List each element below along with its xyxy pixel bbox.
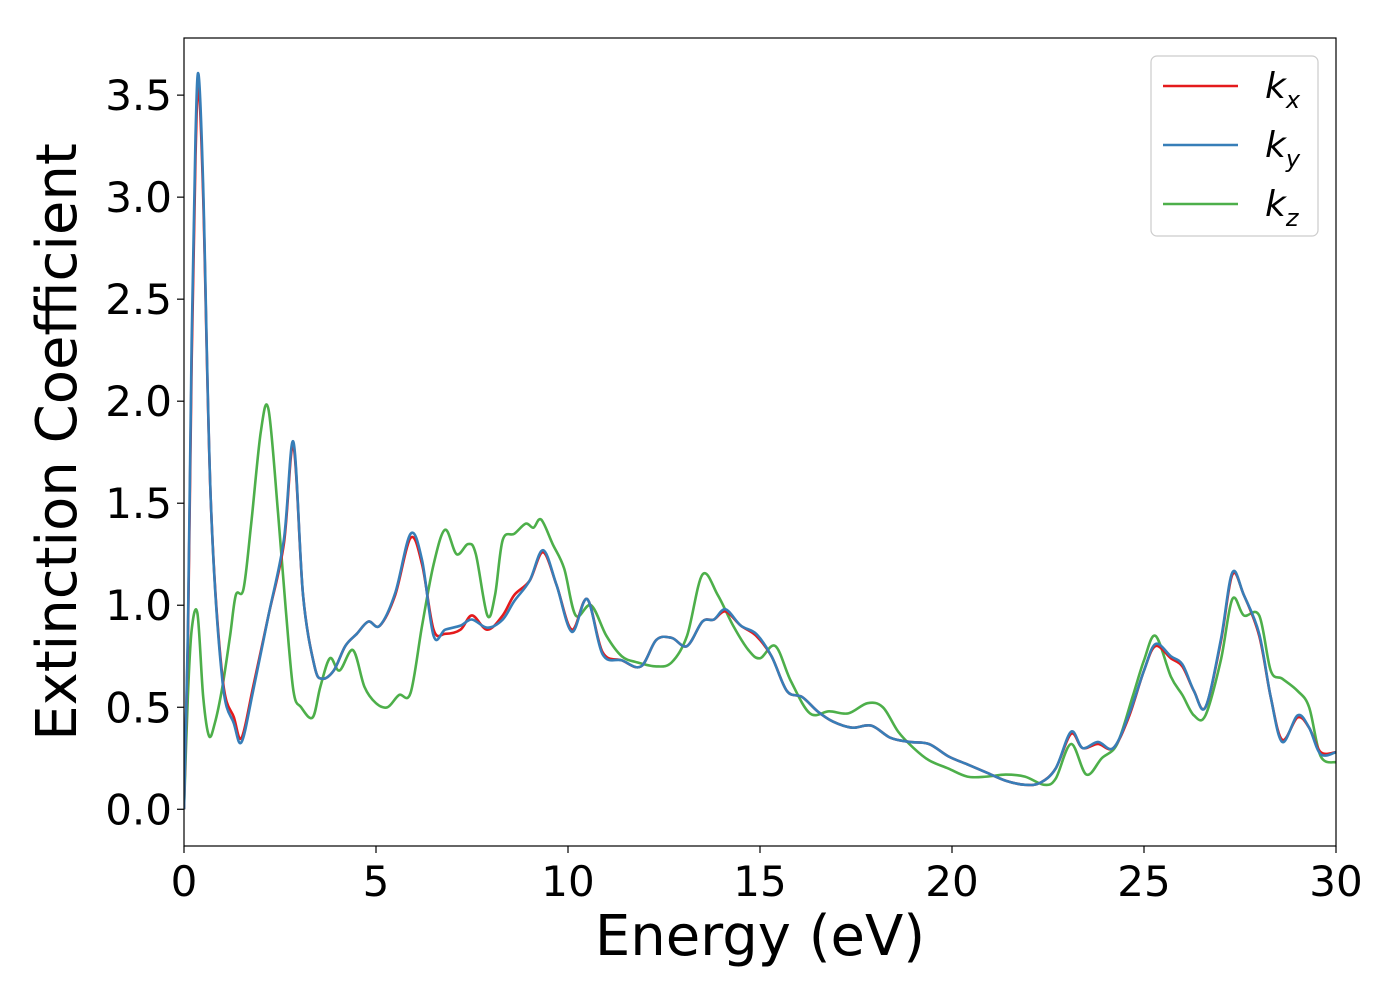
y-tick-label: 0.0 [105, 785, 172, 834]
x-tick-label: 30 [1309, 857, 1362, 906]
x-tick-label: 25 [1117, 857, 1170, 906]
x-tick-label: 15 [733, 857, 786, 906]
series-line-ky [184, 71, 1336, 810]
series-line-kz [184, 403, 1336, 810]
y-tick-label: 3.5 [105, 71, 172, 120]
y-axis: 0.0 0.5 1.0 1.5 2.0 2.5 3.0 3.5 [105, 71, 184, 834]
legend: kx ky kz [1150, 55, 1319, 237]
x-tick-label: 10 [541, 857, 594, 906]
y-tick-label: 2.5 [105, 275, 172, 324]
y-tick-label: 3.0 [105, 173, 172, 222]
legend-label-kx: kx [1265, 66, 1301, 114]
x-tick-label: 0 [171, 857, 198, 906]
x-axis-title: Energy (eV) [595, 904, 925, 969]
y-tick-label: 1.5 [105, 479, 172, 528]
y-tick-label: 0.5 [105, 683, 172, 732]
x-axis: 0 5 10 15 20 25 30 [171, 846, 1363, 906]
legend-label-kz: kz [1265, 184, 1300, 232]
series-layer [184, 71, 1336, 810]
x-tick-label: 5 [363, 857, 390, 906]
y-axis-title: Extinction Coefficient [25, 143, 90, 741]
legend-label-ky: ky [1265, 125, 1301, 173]
y-tick-label: 1.0 [105, 581, 172, 630]
x-tick-label: 20 [925, 857, 978, 906]
y-tick-label: 2.0 [105, 377, 172, 426]
plot-background [184, 38, 1336, 846]
